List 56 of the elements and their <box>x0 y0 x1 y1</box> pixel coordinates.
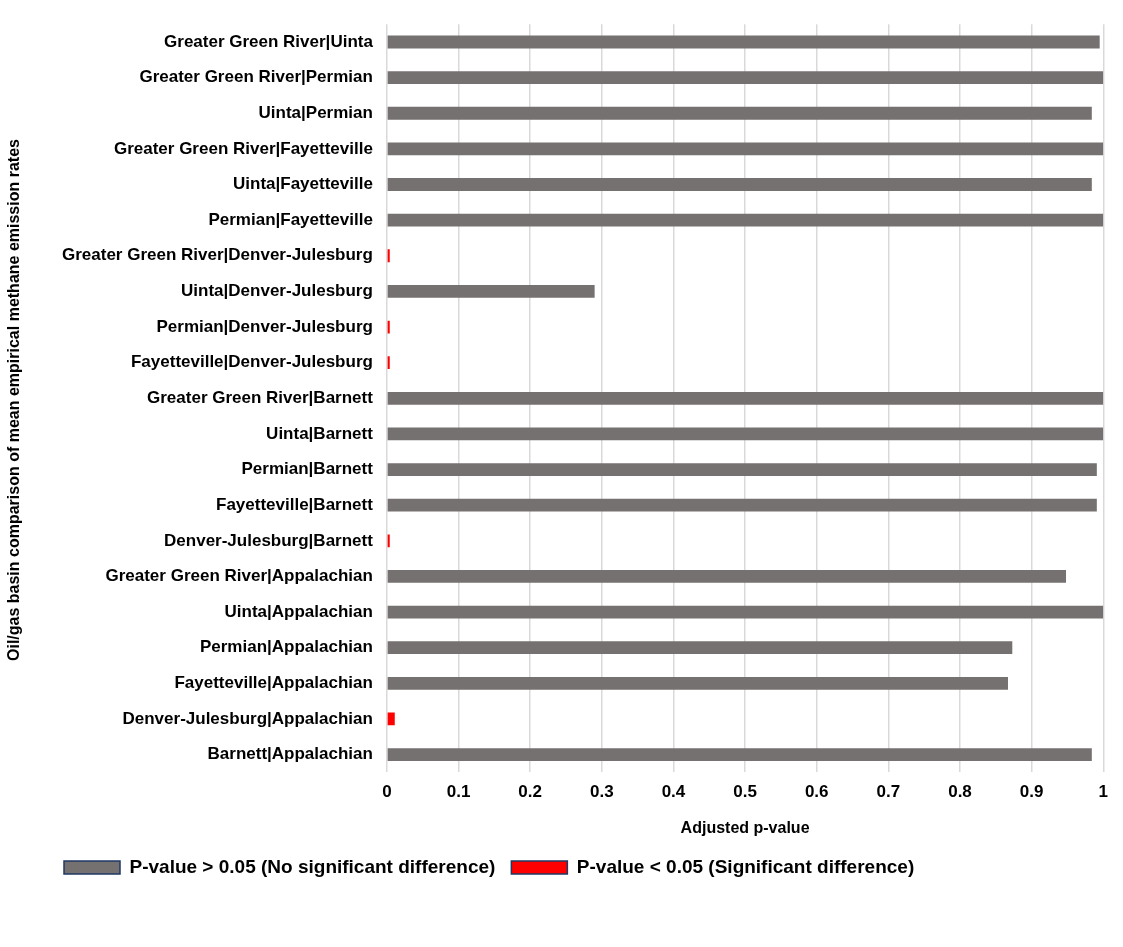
bar <box>387 142 1104 156</box>
y-axis-title: Oil/gas basin comparison of mean empirical methane emission rates <box>4 138 23 663</box>
y-tick-label: Uinta|Permian <box>258 102 373 122</box>
x-tick-label: 0.9 <box>1019 782 1044 802</box>
y-tick-label: Permian|Appalachian <box>199 637 373 657</box>
y-tick-label: Permian|Barnett <box>241 459 374 479</box>
y-tick-label: Fayetteville|Denver-Julesburg <box>130 352 373 372</box>
x-tick-label: 0.2 <box>518 782 542 802</box>
y-tick-label: Fayetteville|Barnett <box>216 494 374 514</box>
x-tick-label: 0.3 <box>589 782 614 802</box>
x-tick-label: 0.4 <box>661 782 686 802</box>
x-tick-label: 0.5 <box>733 782 757 802</box>
bar <box>387 712 395 726</box>
y-tick-label: Fayetteville|Appalachian <box>174 673 373 693</box>
x-tick-label: 0.6 <box>804 782 829 802</box>
bar <box>387 605 1104 619</box>
x-tick-label: 0.1 <box>446 782 471 802</box>
bar <box>387 570 1067 583</box>
bar <box>387 427 1104 441</box>
bar <box>387 178 1092 191</box>
bar <box>387 213 1104 227</box>
bar <box>387 641 1013 655</box>
bar <box>387 356 390 370</box>
bar <box>387 106 1092 120</box>
y-tick-label: Denver-Julesburg|Appalachian <box>122 708 373 728</box>
y-tick-label: Barnett|Appalachian <box>207 744 373 764</box>
x-axis-title: Adjusted p-value <box>680 818 810 836</box>
y-tick-label: Greater Green River|Barnett <box>147 387 374 407</box>
legend-label: P-value < 0.05 (Significant difference) <box>576 855 915 877</box>
bar <box>387 676 1008 690</box>
y-tick-label: Uinta|Barnett <box>266 423 374 443</box>
y-tick-label: Uinta|Denver-Julesburg <box>181 281 373 301</box>
y-tick-label: Greater Green River|Appalachian <box>105 566 373 586</box>
y-tick-label: Permian|Denver-Julesburg <box>156 316 373 336</box>
bar <box>387 534 390 548</box>
y-tick-label: Uinta|Fayetteville <box>233 174 373 194</box>
x-tick-label: 0.7 <box>876 782 901 802</box>
y-tick-label: Greater Green River|Fayetteville <box>113 138 373 158</box>
x-tick-label: 0.8 <box>948 782 972 802</box>
legend-label: P-value > 0.05 (No significant difference) <box>129 855 496 877</box>
y-tick-label: Greater Green River|Permian <box>139 67 373 87</box>
bar <box>387 463 1097 476</box>
bar <box>387 71 1104 85</box>
x-tick-label: 0 <box>382 782 392 802</box>
bar <box>387 35 1100 49</box>
bar <box>387 285 595 298</box>
bar <box>387 498 1097 512</box>
y-tick-label: Denver-Julesburg|Barnett <box>164 530 374 550</box>
x-tick-label: 1 <box>1098 782 1109 802</box>
bar <box>387 249 390 263</box>
y-tick-label: Uinta|Appalachian <box>224 601 373 621</box>
bar <box>387 391 1104 405</box>
y-tick-label: Greater Green River|Uinta <box>164 31 374 51</box>
bar <box>387 748 1092 761</box>
y-tick-label: Greater Green River|Denver-Julesburg <box>61 245 373 265</box>
y-tick-label: Permian|Fayetteville <box>208 209 373 229</box>
